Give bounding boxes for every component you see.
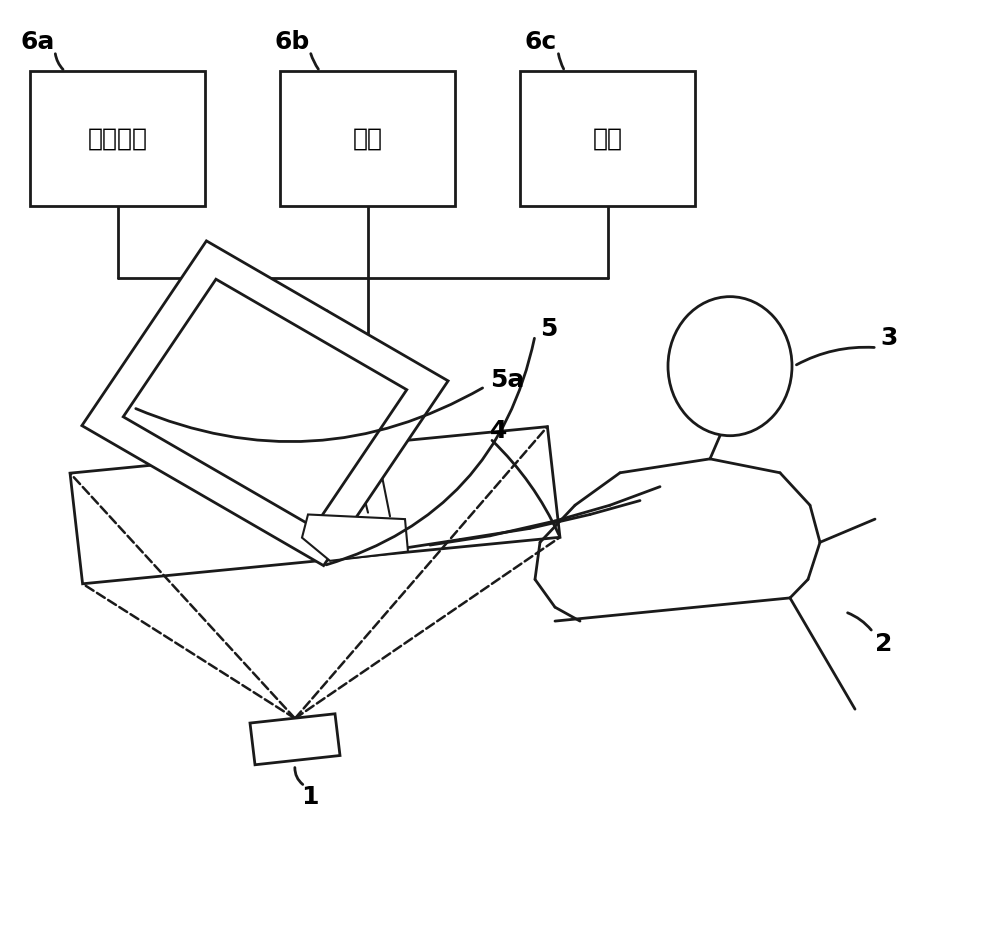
Bar [30,71,205,206]
Text: 2: 2 [875,632,892,656]
Polygon shape [302,514,408,561]
Bar [280,71,455,206]
Polygon shape [123,279,407,527]
Text: 空调: 空调 [592,127,622,150]
Text: 音频: 音频 [353,127,383,150]
Text: 5: 5 [540,317,557,341]
Polygon shape [70,426,560,584]
Ellipse shape [668,297,792,436]
Text: 1: 1 [301,785,319,809]
Polygon shape [82,241,448,565]
Text: 5a: 5a [490,368,524,392]
Text: 地图引导: 地图引导 [88,127,148,150]
Text: 3: 3 [880,326,897,350]
Text: 6a: 6a [20,30,54,54]
Text: 6b: 6b [275,30,310,54]
Text: 6c: 6c [525,30,557,54]
Text: 4: 4 [490,419,507,443]
Bar [520,71,695,206]
Polygon shape [250,714,340,765]
